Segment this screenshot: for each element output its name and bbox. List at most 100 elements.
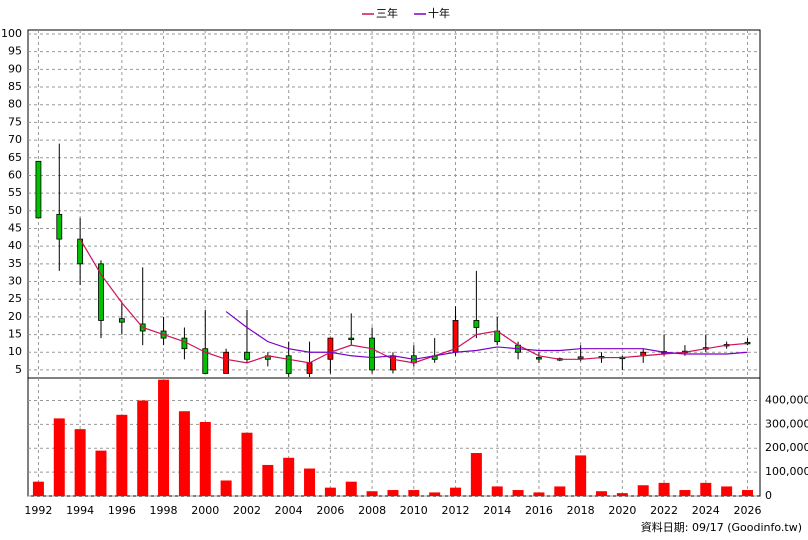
x-tick-label: 2026 xyxy=(733,504,761,517)
candle-body xyxy=(577,356,584,359)
y2-tick-label: 200,000 xyxy=(765,441,808,454)
x-tick-label: 1994 xyxy=(66,504,94,517)
volume-bar xyxy=(679,490,691,496)
volume-bar xyxy=(137,400,149,496)
volume-bar xyxy=(700,482,712,496)
x-tick-label: 2010 xyxy=(400,504,428,517)
y-tick-label: 75 xyxy=(8,115,22,128)
candle-body xyxy=(473,320,480,328)
volume-bar xyxy=(450,487,462,496)
x-tick-label: 2012 xyxy=(442,504,470,517)
candle-body xyxy=(223,351,230,374)
y-tick-label: 90 xyxy=(8,62,22,75)
volume-bar xyxy=(721,486,733,496)
y-tick-label: 50 xyxy=(8,204,22,217)
y-tick-label: 85 xyxy=(8,80,22,93)
candle-body xyxy=(244,351,250,360)
volume-bar xyxy=(283,457,295,496)
candle-body xyxy=(285,355,292,374)
footer: 資料日期: 09/17 (Goodinfo.tw) xyxy=(641,520,802,534)
y2-tick-label: 400,000 xyxy=(765,393,808,406)
y-tick-label: 80 xyxy=(8,98,22,111)
volume-bar xyxy=(199,421,211,496)
candle-body xyxy=(118,318,125,323)
x-tick-label: 1992 xyxy=(24,504,52,517)
volume-bar xyxy=(429,492,441,496)
y-tick-label: 40 xyxy=(8,239,22,252)
y-tick-label: 25 xyxy=(8,292,22,305)
candle-body xyxy=(35,160,42,219)
x-tick-label: 2020 xyxy=(608,504,636,517)
volume-bar xyxy=(554,486,566,496)
candle-body xyxy=(306,362,313,374)
x-tick-label: 2000 xyxy=(191,504,219,517)
y2-tick-label: 100,000 xyxy=(765,465,808,478)
volume-bar xyxy=(596,491,608,496)
volume-bar xyxy=(262,464,274,496)
volume-bar xyxy=(324,487,336,496)
y-tick-label: 95 xyxy=(8,45,22,58)
x-tick-label: 1996 xyxy=(108,504,136,517)
y-tick-label: 35 xyxy=(8,257,22,270)
x-tick-label: 2002 xyxy=(233,504,261,517)
volume-bar xyxy=(658,482,670,496)
y2-tick-label: 0 xyxy=(765,489,772,502)
volume-bar xyxy=(637,485,649,496)
legend-label: 十年 xyxy=(428,6,450,20)
y-tick-label: 20 xyxy=(8,310,22,323)
volume-bar xyxy=(74,429,86,496)
volume-bar xyxy=(408,490,420,496)
volume-bar xyxy=(241,432,253,496)
x-tick-label: 2018 xyxy=(567,504,595,517)
y-tick-label: 45 xyxy=(8,221,22,234)
x-tick-label: 2022 xyxy=(650,504,678,517)
candle-body xyxy=(56,213,63,240)
volume-bar xyxy=(387,490,399,496)
volume-bar xyxy=(512,490,524,496)
volume-bar xyxy=(220,480,232,496)
volume-bar xyxy=(116,414,128,496)
y-tick-label: 70 xyxy=(8,133,22,146)
y-tick-label: 60 xyxy=(8,168,22,181)
x-tick-label: 2004 xyxy=(275,504,303,517)
volume-bar xyxy=(741,490,753,496)
candle-body xyxy=(327,337,334,360)
x-tick-label: 2008 xyxy=(358,504,386,517)
volume-bar xyxy=(53,418,65,496)
x-tick-label: 2014 xyxy=(483,504,511,517)
y-tick-label: 5 xyxy=(15,363,22,376)
ma-line xyxy=(225,311,748,360)
y-tick-label: 10 xyxy=(8,345,22,358)
x-tick-label: 2024 xyxy=(692,504,720,517)
volume-bar xyxy=(345,481,357,496)
volume-bar xyxy=(304,468,316,496)
candle-body xyxy=(348,337,355,341)
volume-bar xyxy=(178,411,190,496)
x-tick-label: 2016 xyxy=(525,504,553,517)
volume-bar xyxy=(533,492,545,496)
y-tick-label: 65 xyxy=(8,151,22,164)
candle-body xyxy=(369,337,376,371)
plot-frame xyxy=(27,29,761,497)
legend-label: 三年 xyxy=(376,6,398,20)
volume-bar xyxy=(575,455,587,496)
x-tick-label: 2006 xyxy=(316,504,344,517)
y2-tick-label: 300,000 xyxy=(765,417,808,430)
y-tick-label: 55 xyxy=(8,186,22,199)
y-tick-label: 15 xyxy=(8,328,22,341)
x-tick-label: 1998 xyxy=(150,504,178,517)
candle-body xyxy=(202,348,209,374)
y-tick-label: 100 xyxy=(1,27,22,40)
candle-body xyxy=(536,357,542,360)
volume-bar xyxy=(32,481,44,496)
volume-bar xyxy=(470,453,482,496)
volume-bar xyxy=(616,493,628,496)
candle-body xyxy=(98,263,104,321)
volume-bar xyxy=(366,491,378,496)
candle-body xyxy=(181,337,188,350)
volume-bar xyxy=(158,379,170,496)
y-tick-label: 30 xyxy=(8,275,22,288)
volume-bar xyxy=(491,486,503,496)
ma-line xyxy=(79,238,748,364)
